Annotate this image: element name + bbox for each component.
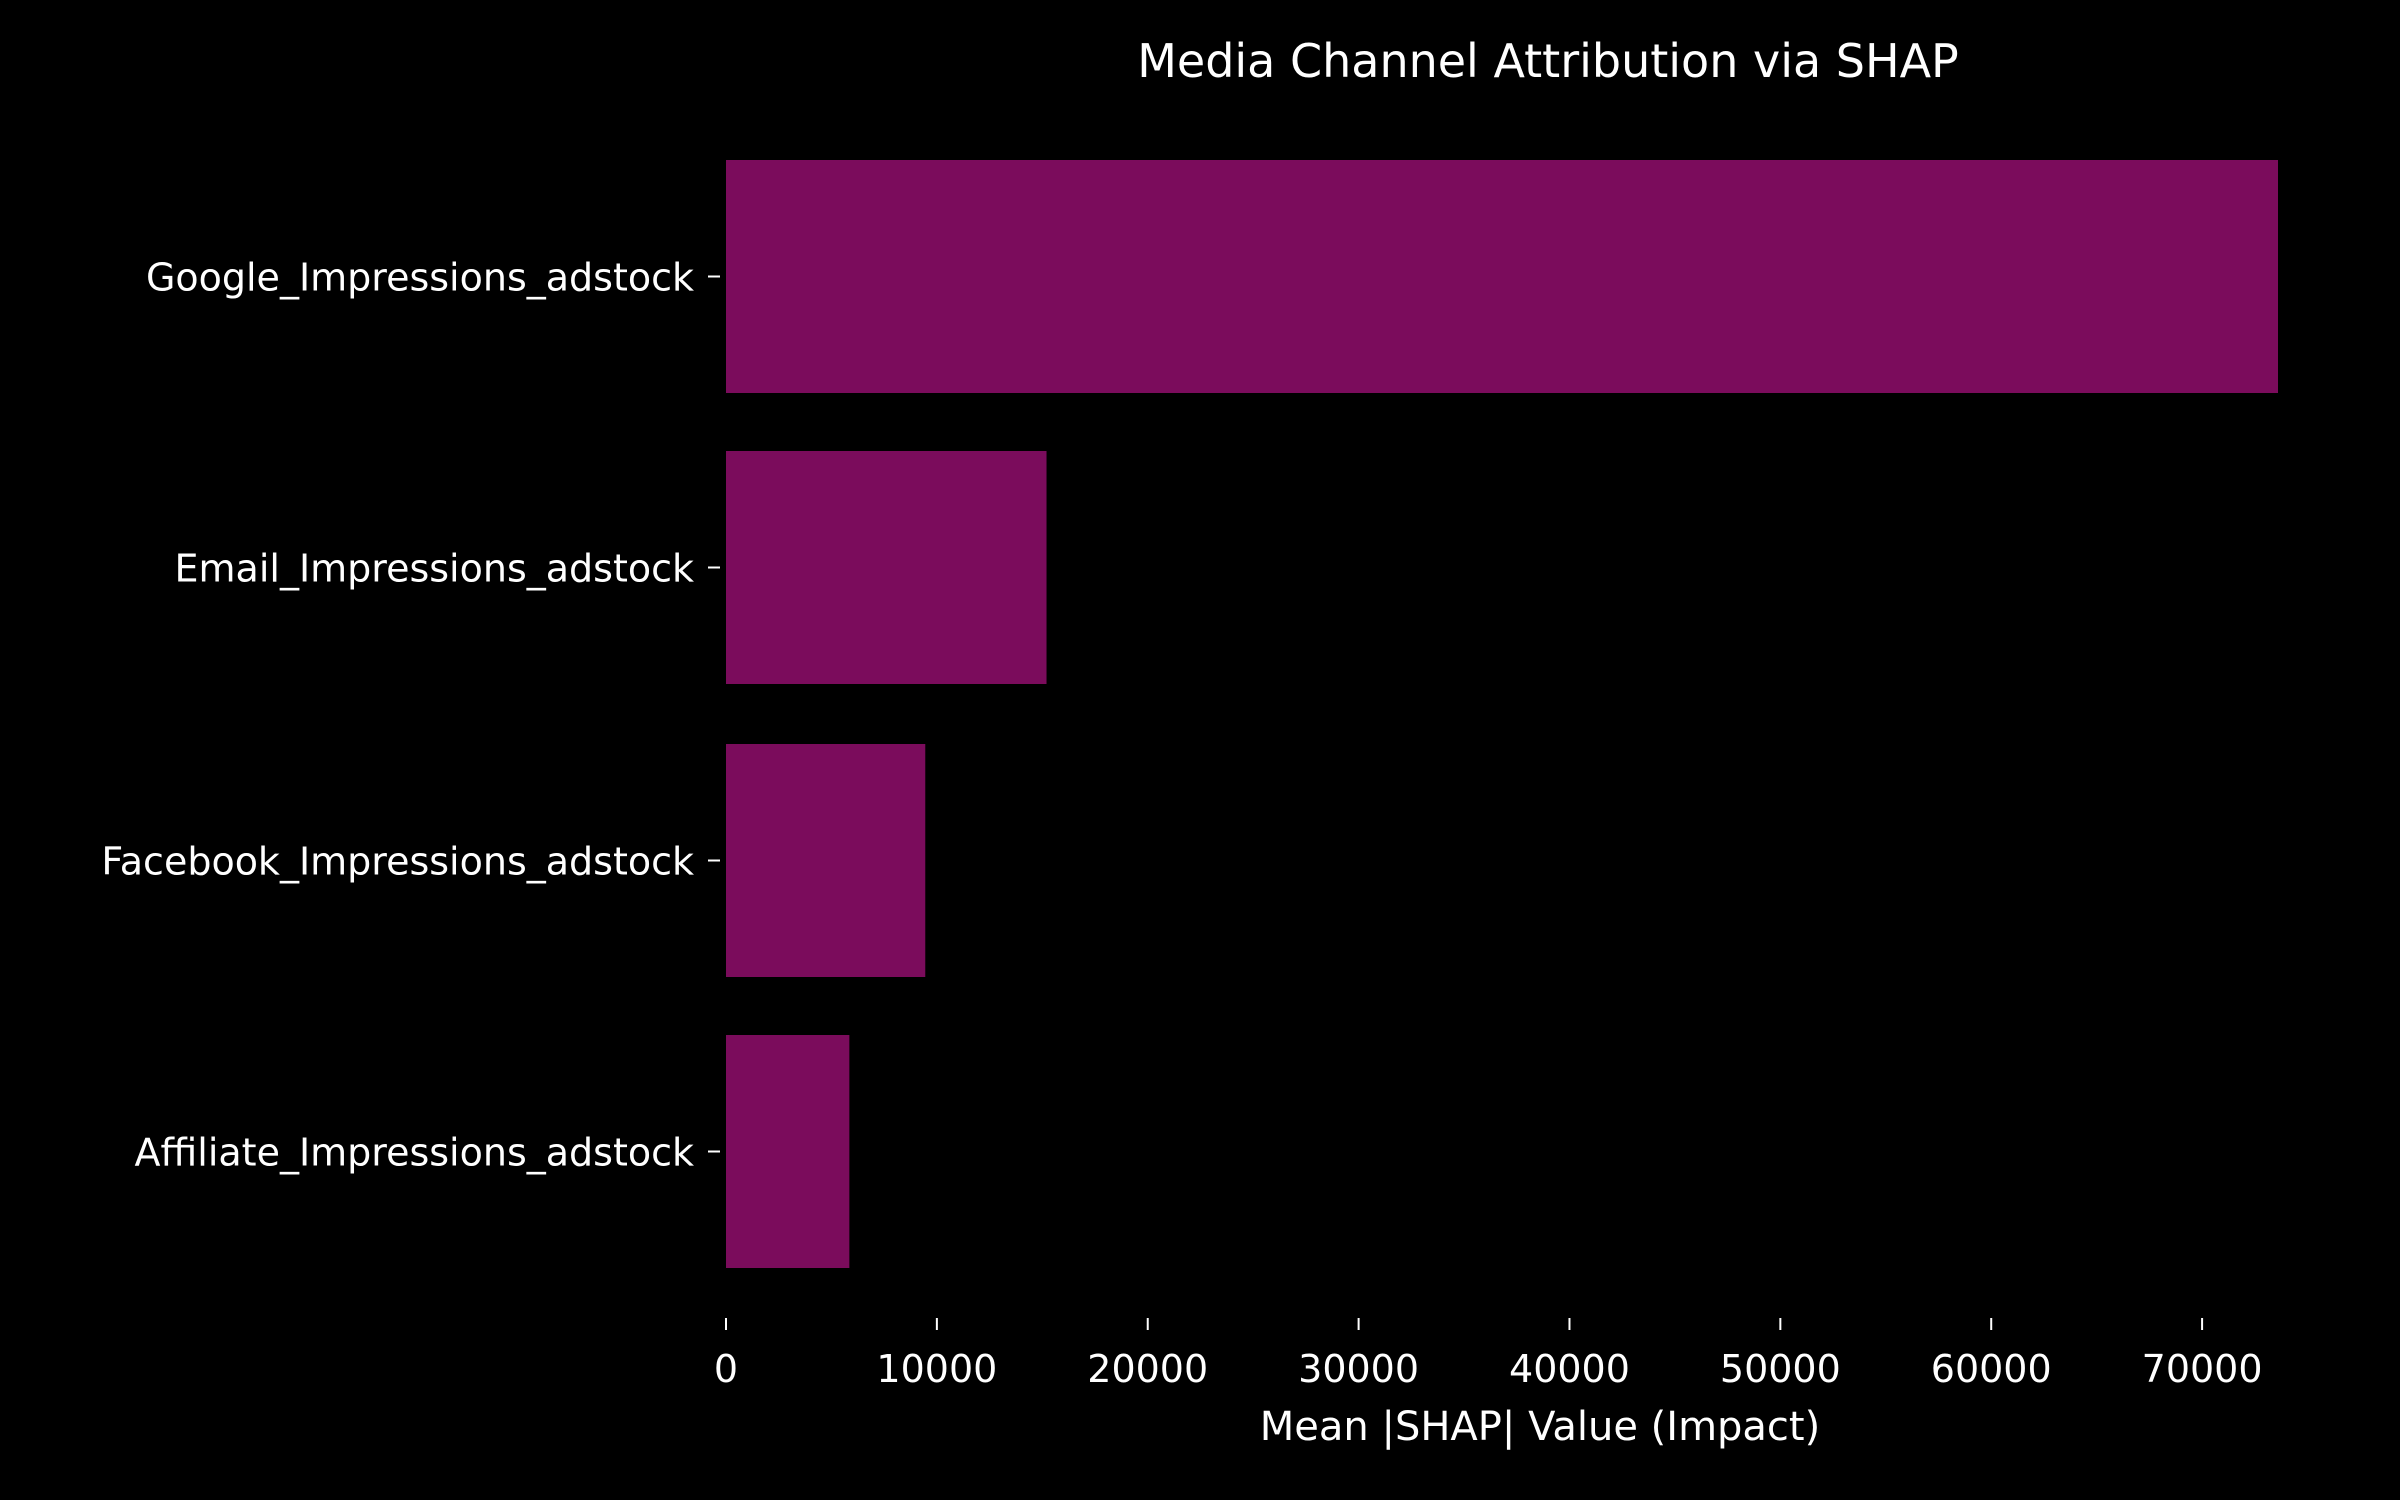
x-tick-label: 70000 [2142, 1347, 2263, 1391]
x-tick-label: 20000 [1087, 1347, 1208, 1391]
y-tick-label: Facebook_Impressions_adstock [101, 840, 694, 884]
bars-layer [726, 160, 2278, 1268]
x-tick-label: 0 [714, 1347, 738, 1391]
x-tick-label: 40000 [1509, 1347, 1630, 1391]
y-tick-label: Google_Impressions_adstock [146, 256, 694, 300]
bar-email [726, 451, 1047, 684]
y-tick-label: Affiliate_Impressions_adstock [135, 1131, 694, 1175]
x-tick-label: 50000 [1720, 1347, 1841, 1391]
x-tick-label: 10000 [876, 1347, 997, 1391]
bar-google [726, 160, 2278, 393]
y-axis: Google_Impressions_adstock Email_Impressi… [101, 256, 720, 1175]
x-tick-label: 30000 [1298, 1347, 1419, 1391]
x-axis-label: Mean |SHAP| Value (Impact) [1260, 1404, 1820, 1450]
bar-facebook [726, 744, 926, 977]
chart-title: Media Channel Attribution via SHAP [1137, 34, 1959, 88]
x-tick-label: 60000 [1931, 1347, 2052, 1391]
y-tick-label: Email_Impressions_adstock [175, 547, 694, 591]
x-axis: 0 10000 20000 30000 40000 50000 60000 70000 [714, 1318, 2263, 1391]
bar-affiliate [726, 1035, 850, 1268]
